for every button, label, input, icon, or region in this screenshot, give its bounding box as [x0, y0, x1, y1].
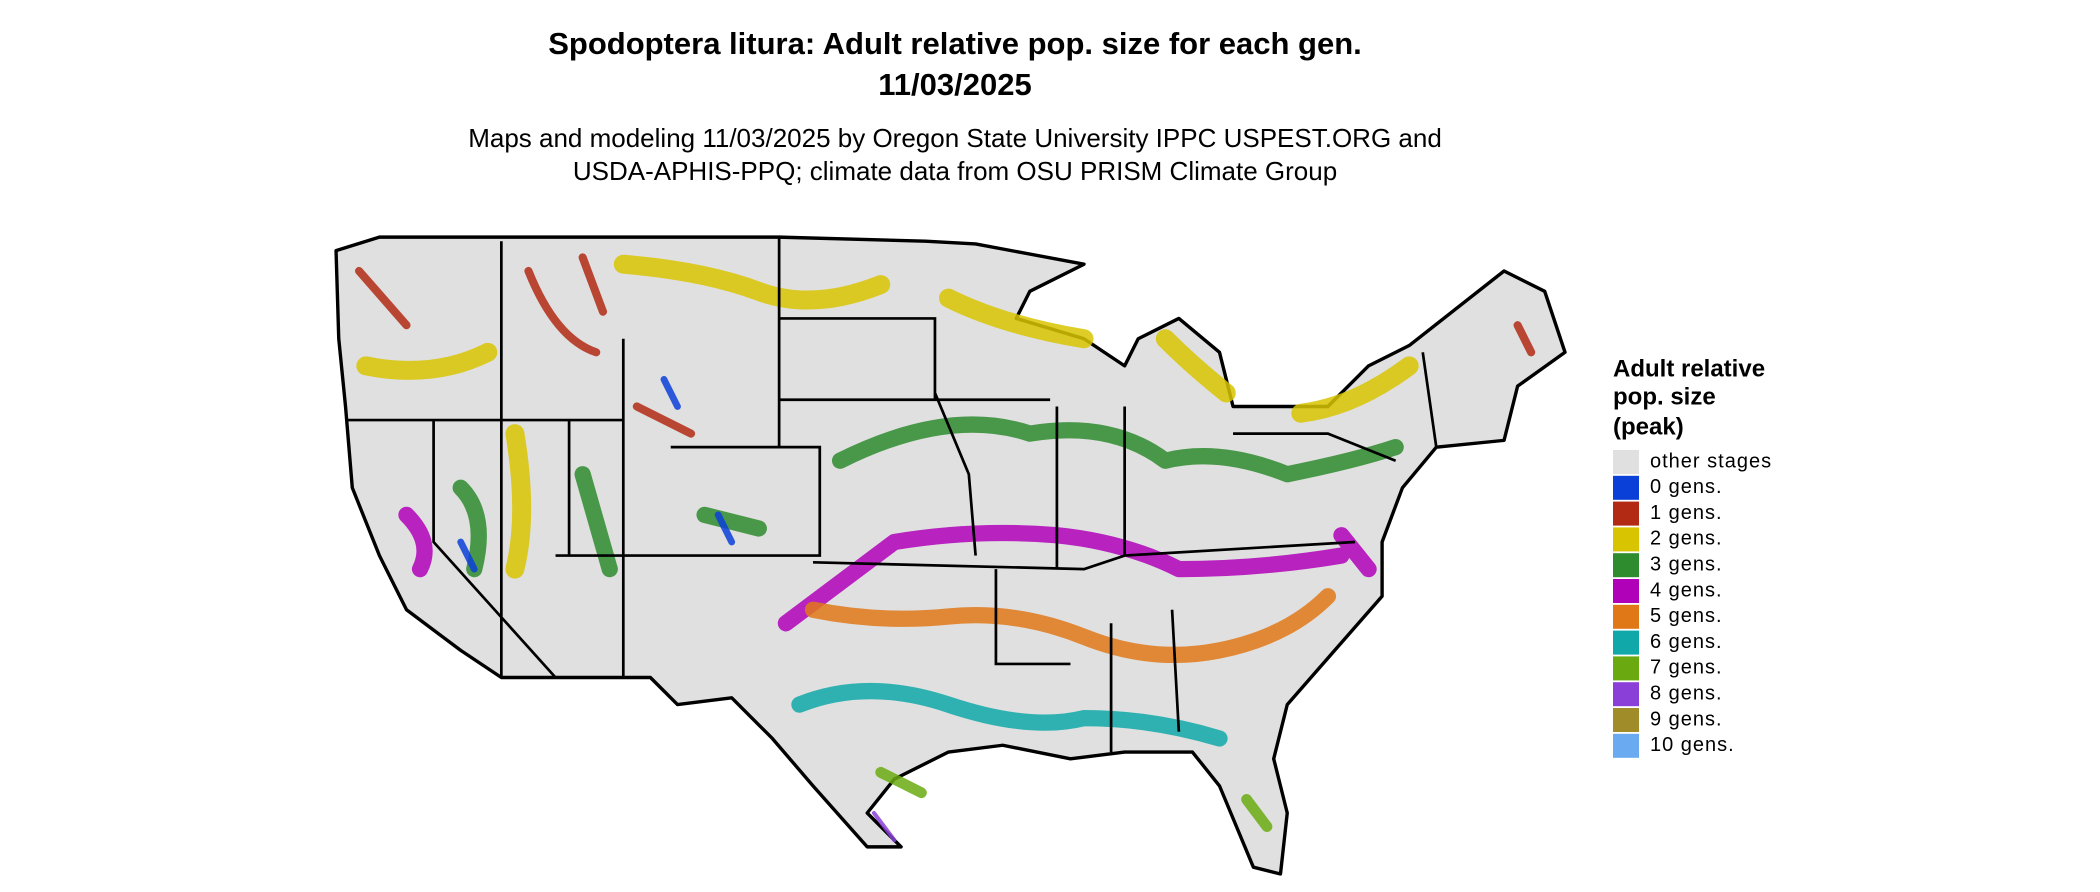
generation-zone — [457, 376, 736, 573]
legend: Adult relative pop. size (peak) other st… — [1613, 355, 1772, 758]
legend-label: 2 gens. — [1650, 528, 1723, 550]
us-outline — [334, 235, 1567, 876]
date: 11/03/2025 — [878, 67, 1031, 102]
generation-zone — [804, 588, 1337, 664]
generation-zone — [875, 766, 1273, 832]
legend-swatch — [1613, 656, 1639, 681]
title: Spodoptera litura: Adult relative pop. s… — [548, 26, 1362, 61]
legend-swatch — [1613, 708, 1639, 732]
legend-swatch — [1613, 682, 1639, 707]
legend-title: (peak) — [1613, 413, 1684, 440]
legend-label: 5 gens. — [1650, 605, 1723, 627]
generation-zone — [356, 254, 1419, 579]
legend-label: 3 gens. — [1650, 553, 1723, 575]
legend-swatch — [1613, 733, 1639, 758]
generation-zone — [871, 810, 897, 843]
legend-swatch — [1613, 527, 1639, 552]
subtitle: USDA-APHIS-PPQ; climate data from OSU PR… — [573, 156, 1337, 186]
generation-zones — [355, 253, 1536, 843]
legend-swatch — [1613, 630, 1639, 655]
generation-zone — [791, 683, 1228, 747]
subtitle: Maps and modeling 11/03/2025 by Oregon S… — [468, 123, 1442, 153]
legend-label: 8 gens. — [1650, 682, 1723, 704]
us-map — [334, 235, 1567, 876]
legend-label: other stages — [1650, 450, 1772, 472]
generation-zone — [355, 253, 1536, 438]
state-border — [345, 237, 1438, 753]
legend-swatch — [1613, 579, 1639, 603]
legend-swatch — [1613, 501, 1639, 526]
generation-zone — [452, 416, 1404, 578]
legend-label: 6 gens. — [1650, 631, 1723, 653]
legend-swatch — [1613, 604, 1639, 629]
state-borders — [345, 237, 1438, 753]
legend-title: pop. size — [1613, 383, 1716, 410]
legend-swatch — [1613, 450, 1639, 474]
legend-label: 9 gens. — [1650, 708, 1723, 730]
legend-label: 1 gens. — [1650, 502, 1723, 524]
legend-label: 0 gens. — [1650, 476, 1723, 498]
legend-swatch — [1613, 553, 1639, 578]
legend-label: 7 gens. — [1650, 657, 1723, 679]
legend-swatch — [1613, 475, 1639, 500]
legend-label: 10 gens. — [1650, 734, 1735, 756]
legend-label: 4 gens. — [1650, 579, 1723, 601]
legend-title: Adult relative — [1613, 355, 1765, 382]
